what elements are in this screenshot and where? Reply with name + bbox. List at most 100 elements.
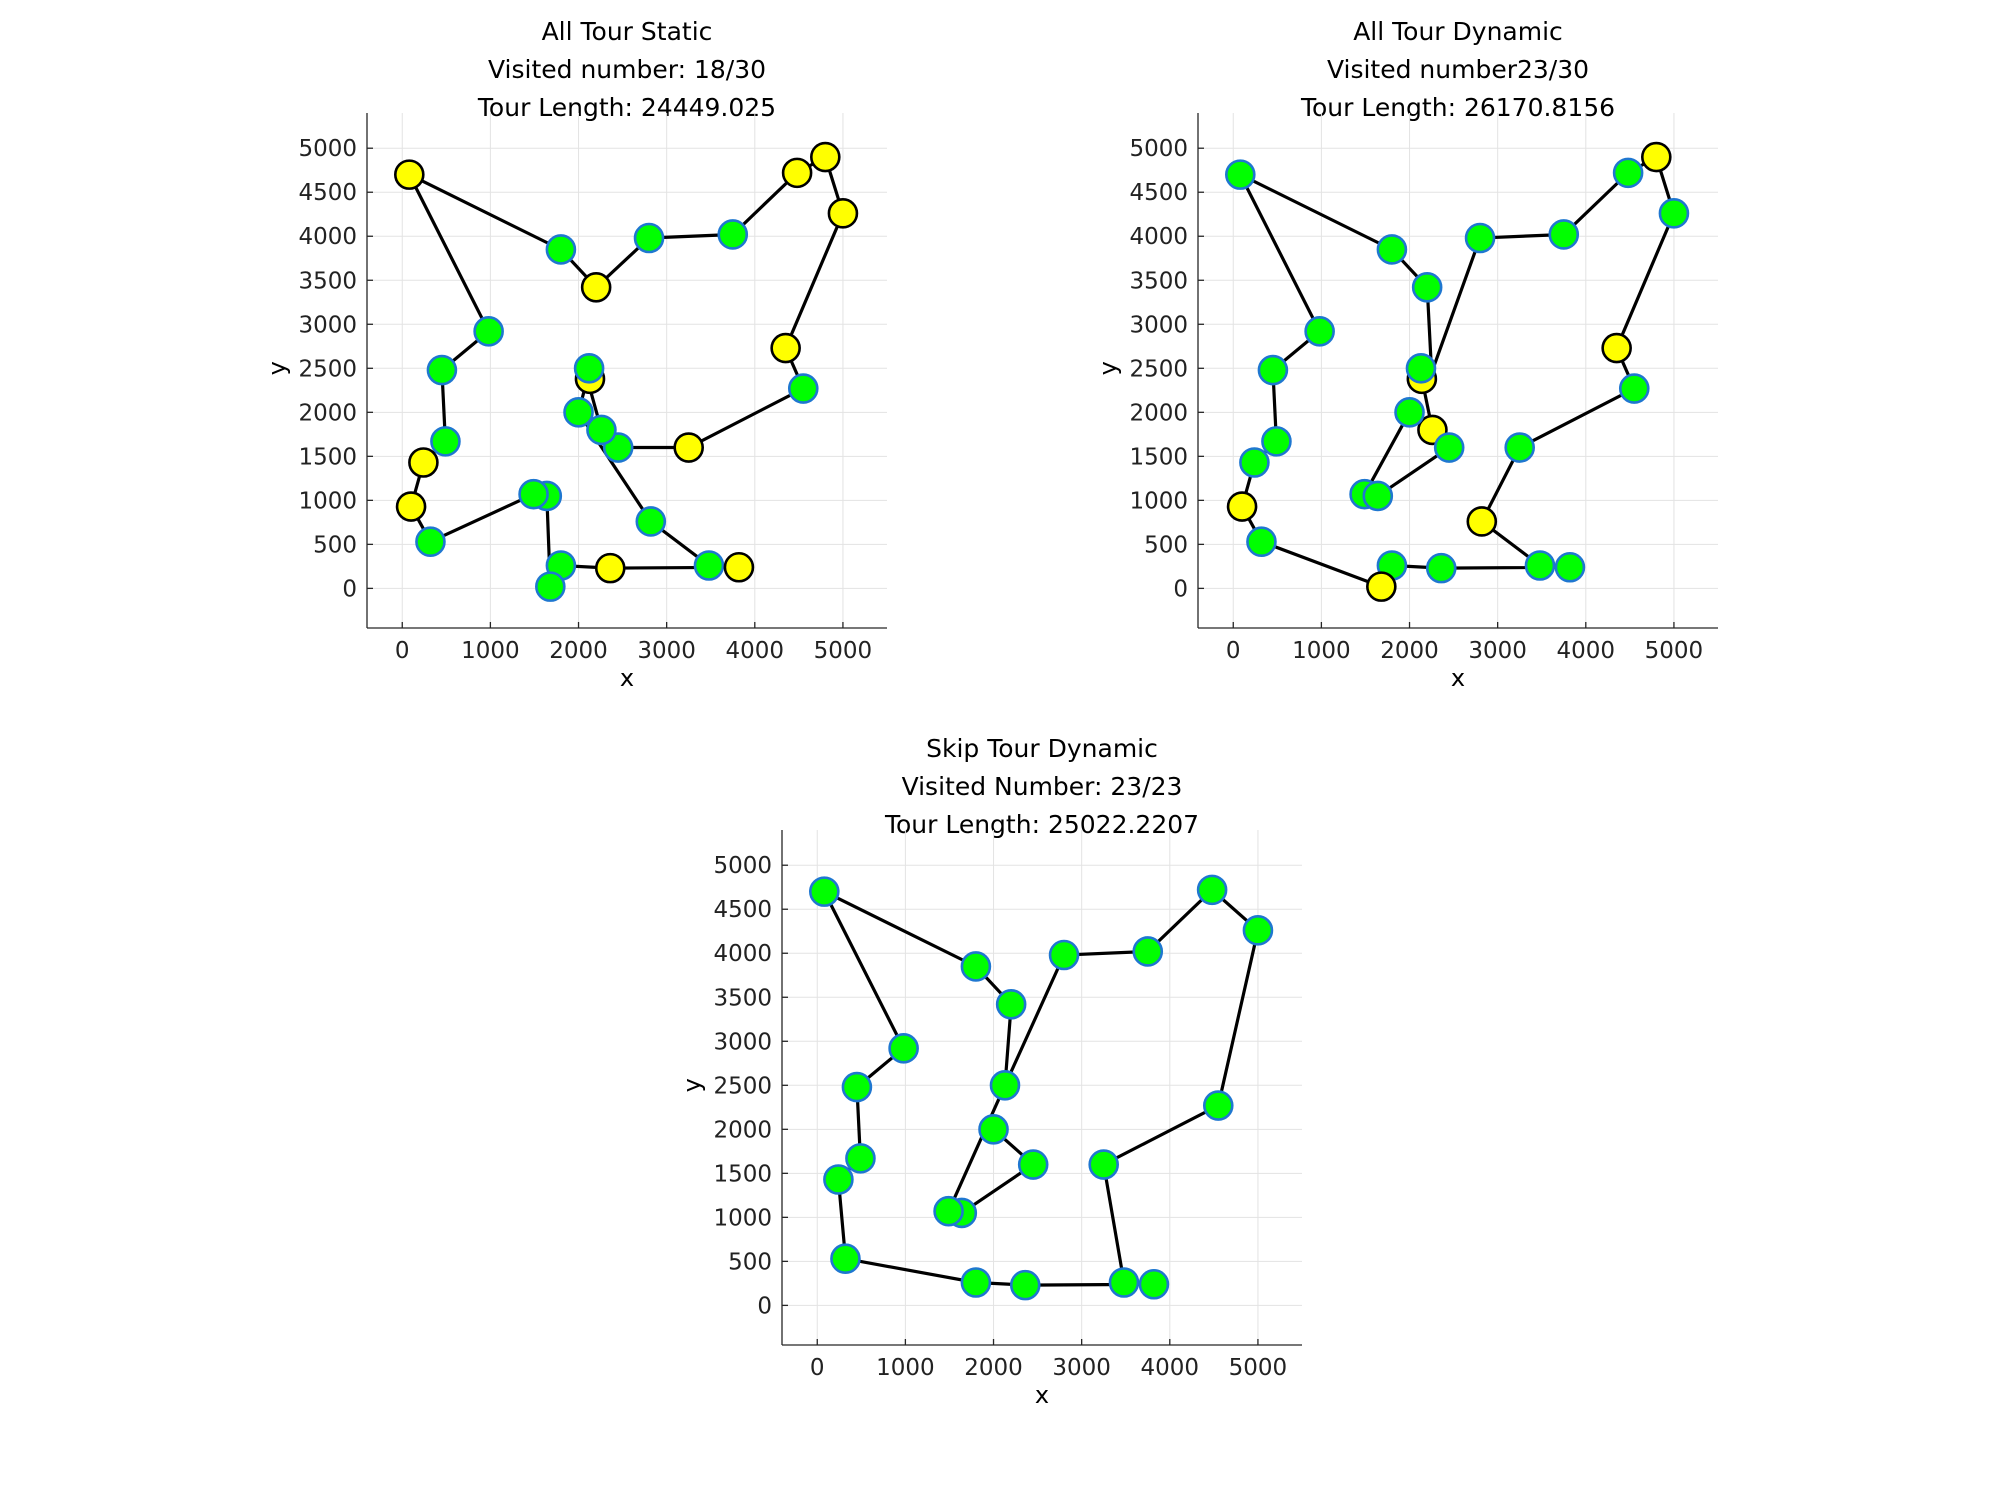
y-tick-label: 500 (1144, 532, 1188, 558)
city-marker-skipped (1366, 571, 1397, 602)
x-tick-label: 5000 (814, 638, 873, 664)
city-marker-visited (1524, 550, 1556, 581)
city-marker-skipped (580, 272, 612, 303)
y-tick-label: 2000 (713, 1117, 772, 1143)
city-marker-skipped (1601, 332, 1632, 364)
chart-title-line: All Tour Static (542, 17, 713, 46)
x-tick-label: 3000 (1052, 1355, 1111, 1381)
chart-panel-1: All Tour Static Visited number: 18/30 Tour… (263, 17, 887, 692)
x-tick-label: 2000 (549, 638, 608, 664)
tour-route-line (407, 154, 845, 588)
city-marker-visited (1362, 480, 1394, 512)
city-marker-visited (693, 550, 725, 581)
city-marker-visited (415, 526, 446, 558)
x-tick-label: 5000 (1645, 638, 1704, 664)
y-tick-label: 3000 (713, 1029, 772, 1055)
chart-title-line: All Tour Dynamic (1353, 17, 1563, 46)
city-marker-visited (888, 1033, 919, 1064)
city-marker-visited (1246, 526, 1277, 558)
city-marker-skipped (408, 447, 439, 478)
y-tick-label: 4500 (298, 180, 357, 206)
city-marker-skipped (770, 332, 801, 364)
city-marker-skipped (810, 141, 841, 173)
city-marker-visited (1202, 1090, 1234, 1121)
city-marker-visited (830, 1243, 861, 1275)
city-marker-visited (1504, 432, 1535, 463)
y-tick-label: 3500 (1129, 268, 1188, 294)
chart-title-line: Tour Length: 26170.8156 (1300, 93, 1615, 122)
city-marker-visited (1261, 426, 1292, 457)
x-tick-label: 3000 (1468, 638, 1527, 664)
city-marker-visited (1239, 447, 1270, 478)
y-tick-label: 5000 (713, 853, 772, 879)
city-marker-visited (633, 222, 665, 254)
city-marker-visited (1612, 157, 1644, 189)
city-marker-visited (933, 1195, 964, 1227)
city-marker-skipped (1641, 141, 1672, 173)
y-axis-label: y (1094, 361, 1122, 375)
city-marker-visited (995, 989, 1027, 1020)
x-axis-label: x (1451, 664, 1465, 692)
city-marker-visited (586, 414, 617, 446)
tour-route-line (1238, 154, 1676, 589)
y-tick-label: 0 (342, 576, 357, 602)
city-marker-visited (1304, 316, 1335, 347)
x-tick-label: 5000 (1229, 1355, 1288, 1381)
city-marker-visited (841, 1071, 873, 1103)
y-axis-label: y (263, 361, 291, 375)
y-tick-label: 2500 (1129, 356, 1188, 382)
city-marker-visited (545, 234, 577, 265)
city-marker-skipped (394, 159, 425, 190)
city-marker-visited (1433, 432, 1465, 463)
city-marker-visited (1196, 874, 1228, 906)
y-tick-label: 1000 (298, 488, 357, 514)
y-tick-label: 2500 (713, 1073, 772, 1099)
y-tick-label: 3000 (298, 312, 357, 338)
x-tick-label: 0 (810, 1355, 825, 1381)
x-tick-label: 4000 (726, 638, 785, 664)
x-tick-label: 0 (1226, 638, 1241, 664)
y-tick-label: 0 (757, 1293, 772, 1319)
x-tick-label: 2000 (964, 1355, 1023, 1381)
city-marker-skipped (395, 491, 427, 522)
city-marker-visited (473, 316, 504, 347)
y-tick-label: 2000 (1129, 400, 1188, 426)
city-marker-visited (1394, 397, 1425, 428)
x-tick-label: 2000 (1380, 638, 1439, 664)
city-marker-visited (426, 354, 458, 386)
x-tick-label: 0 (395, 638, 410, 664)
y-axis-label: y (678, 1078, 706, 1092)
city-marker-skipped (594, 552, 626, 584)
y-tick-label: 1500 (713, 1161, 772, 1187)
tour-route-segment (1363, 411, 1411, 495)
chart-title-line: Visited Number: 23/23 (902, 772, 1183, 801)
x-axis-label: x (620, 664, 634, 692)
y-tick-label: 4500 (713, 897, 772, 923)
city-marker-visited (1088, 1149, 1119, 1180)
y-tick-label: 3500 (713, 985, 772, 1011)
chart-panel-3: Skip Tour Dynamic Visited Number: 23/23 To… (678, 734, 1302, 1409)
city-marker-visited (1048, 939, 1080, 971)
city-marker-visited (960, 951, 992, 982)
y-tick-label: 1500 (298, 444, 357, 470)
city-marker-visited (1554, 551, 1586, 583)
y-tick-label: 4500 (1129, 180, 1188, 206)
city-marker-visited (635, 506, 667, 537)
city-marker-visited (1242, 915, 1274, 946)
city-marker-visited (845, 1143, 876, 1174)
city-marker-visited (1257, 354, 1289, 386)
chart-title-line: Skip Tour Dynamic (926, 734, 1158, 763)
city-marker-visited (1138, 1268, 1170, 1300)
y-tick-label: 3000 (1129, 312, 1188, 338)
city-marker-skipped (1226, 491, 1258, 522)
y-tick-label: 5000 (1129, 136, 1188, 162)
city-marker-visited (1405, 352, 1437, 384)
y-tick-label: 500 (728, 1249, 772, 1275)
city-marker-visited (960, 1267, 992, 1298)
city-marker-visited (1017, 1149, 1049, 1180)
y-tick-label: 3500 (298, 268, 357, 294)
city-marker-visited (1225, 159, 1256, 190)
city-marker-skipped (781, 157, 813, 189)
city-marker-visited (989, 1069, 1021, 1101)
